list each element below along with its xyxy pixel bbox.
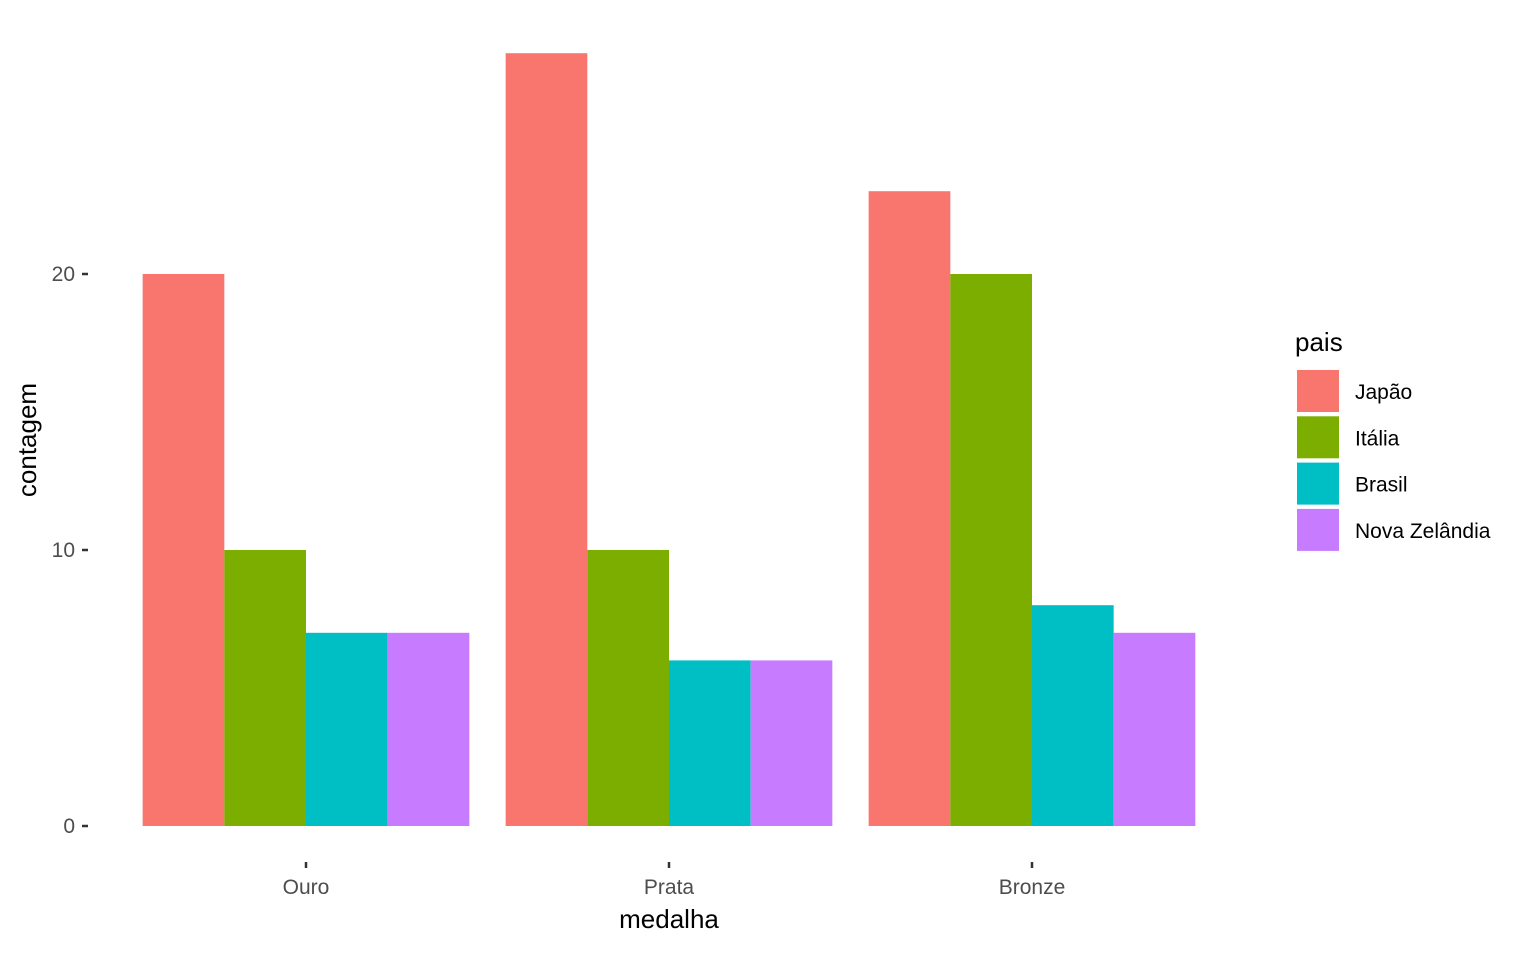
- bars-layer: [142, 53, 1196, 826]
- y-tick-label: 10: [52, 539, 75, 562]
- y-tick-label: 20: [52, 263, 75, 286]
- x-tick-label: Prata: [644, 876, 695, 899]
- bar-prata-1: [587, 550, 669, 826]
- legend: pais Japão Itália Brasil Nova Zelândia: [1295, 327, 1491, 551]
- x-tick-label: Bronze: [999, 876, 1066, 899]
- x-axis-title: medalha: [619, 904, 719, 934]
- legend-label: Japão: [1355, 381, 1412, 404]
- y-axis: 0 10 20: [52, 263, 88, 838]
- bar-ouro-1: [224, 550, 306, 826]
- bar-prata-3: [750, 660, 833, 826]
- y-axis-title: contagem: [12, 383, 42, 497]
- bar-bronze-0: [868, 191, 951, 826]
- x-tick-label: Ouro: [283, 876, 330, 899]
- bar-bronze-1: [950, 274, 1032, 826]
- legend-label: Nova Zelândia: [1355, 520, 1491, 543]
- legend-swatch: [1297, 508, 1339, 551]
- bar-bronze-2: [1032, 605, 1114, 826]
- bar-bronze-3: [1113, 632, 1196, 826]
- bar-prata-0: [505, 53, 588, 826]
- bar-ouro-3: [387, 632, 470, 826]
- legend-title: pais: [1295, 327, 1343, 357]
- legend-label: Brasil: [1355, 474, 1408, 497]
- bar-ouro-0: [142, 274, 225, 826]
- x-axis: Ouro Prata Bronze: [283, 862, 1066, 899]
- bar-prata-2: [669, 660, 751, 826]
- legend-swatch: [1297, 416, 1339, 459]
- y-tick-label: 0: [63, 815, 75, 838]
- bar-ouro-2: [306, 632, 388, 826]
- legend-swatch: [1297, 462, 1339, 505]
- legend-label: Itália: [1355, 427, 1400, 450]
- legend-swatch: [1297, 370, 1339, 412]
